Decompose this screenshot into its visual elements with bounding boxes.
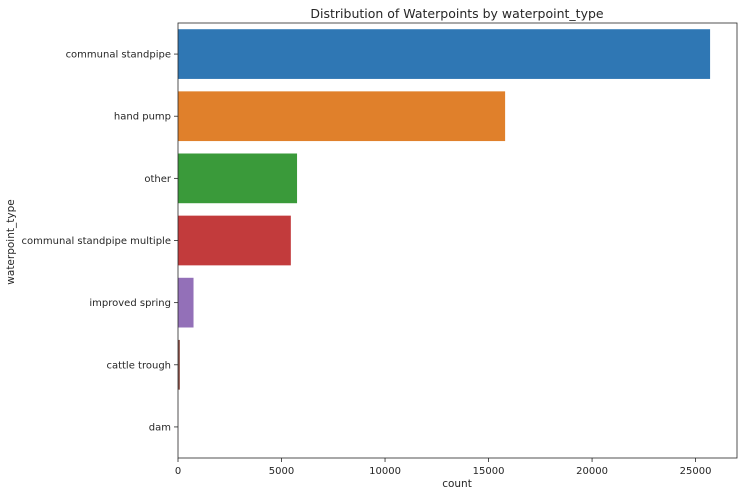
x-tick-label: 0	[175, 466, 181, 477]
x-tick-label: 10000	[369, 466, 401, 477]
bar-hand-pump	[178, 91, 505, 141]
y-tick-label: improved spring	[89, 298, 171, 309]
bar-communal-standpipe	[178, 29, 710, 79]
bar-improved-spring	[178, 278, 194, 328]
y-tick-label: cattle trough	[106, 360, 171, 371]
y-axis-label: waterpoint_type	[5, 199, 17, 284]
y-tick-label: communal standpipe	[66, 50, 171, 61]
x-tick-label: 25000	[680, 466, 712, 477]
bar-communal-standpipe-multiple	[178, 216, 291, 266]
bars-layer	[178, 29, 710, 452]
y-tick-label: communal standpipe multiple	[22, 236, 171, 247]
x-tick-label: 15000	[473, 466, 505, 477]
y-tick-label: other	[144, 174, 172, 185]
y-tick-label: hand pump	[114, 112, 171, 123]
axes-layer: communal standpipe hand pump other communal…	[22, 23, 737, 477]
y-tick-label: dam	[149, 422, 171, 433]
bar-other	[178, 154, 297, 204]
chart-title: Distribution of Waterpoints by waterpoin…	[310, 6, 604, 21]
x-tick-label: 5000	[269, 466, 294, 477]
x-axis-label: count	[442, 478, 472, 490]
x-tick-label: 20000	[576, 466, 608, 477]
